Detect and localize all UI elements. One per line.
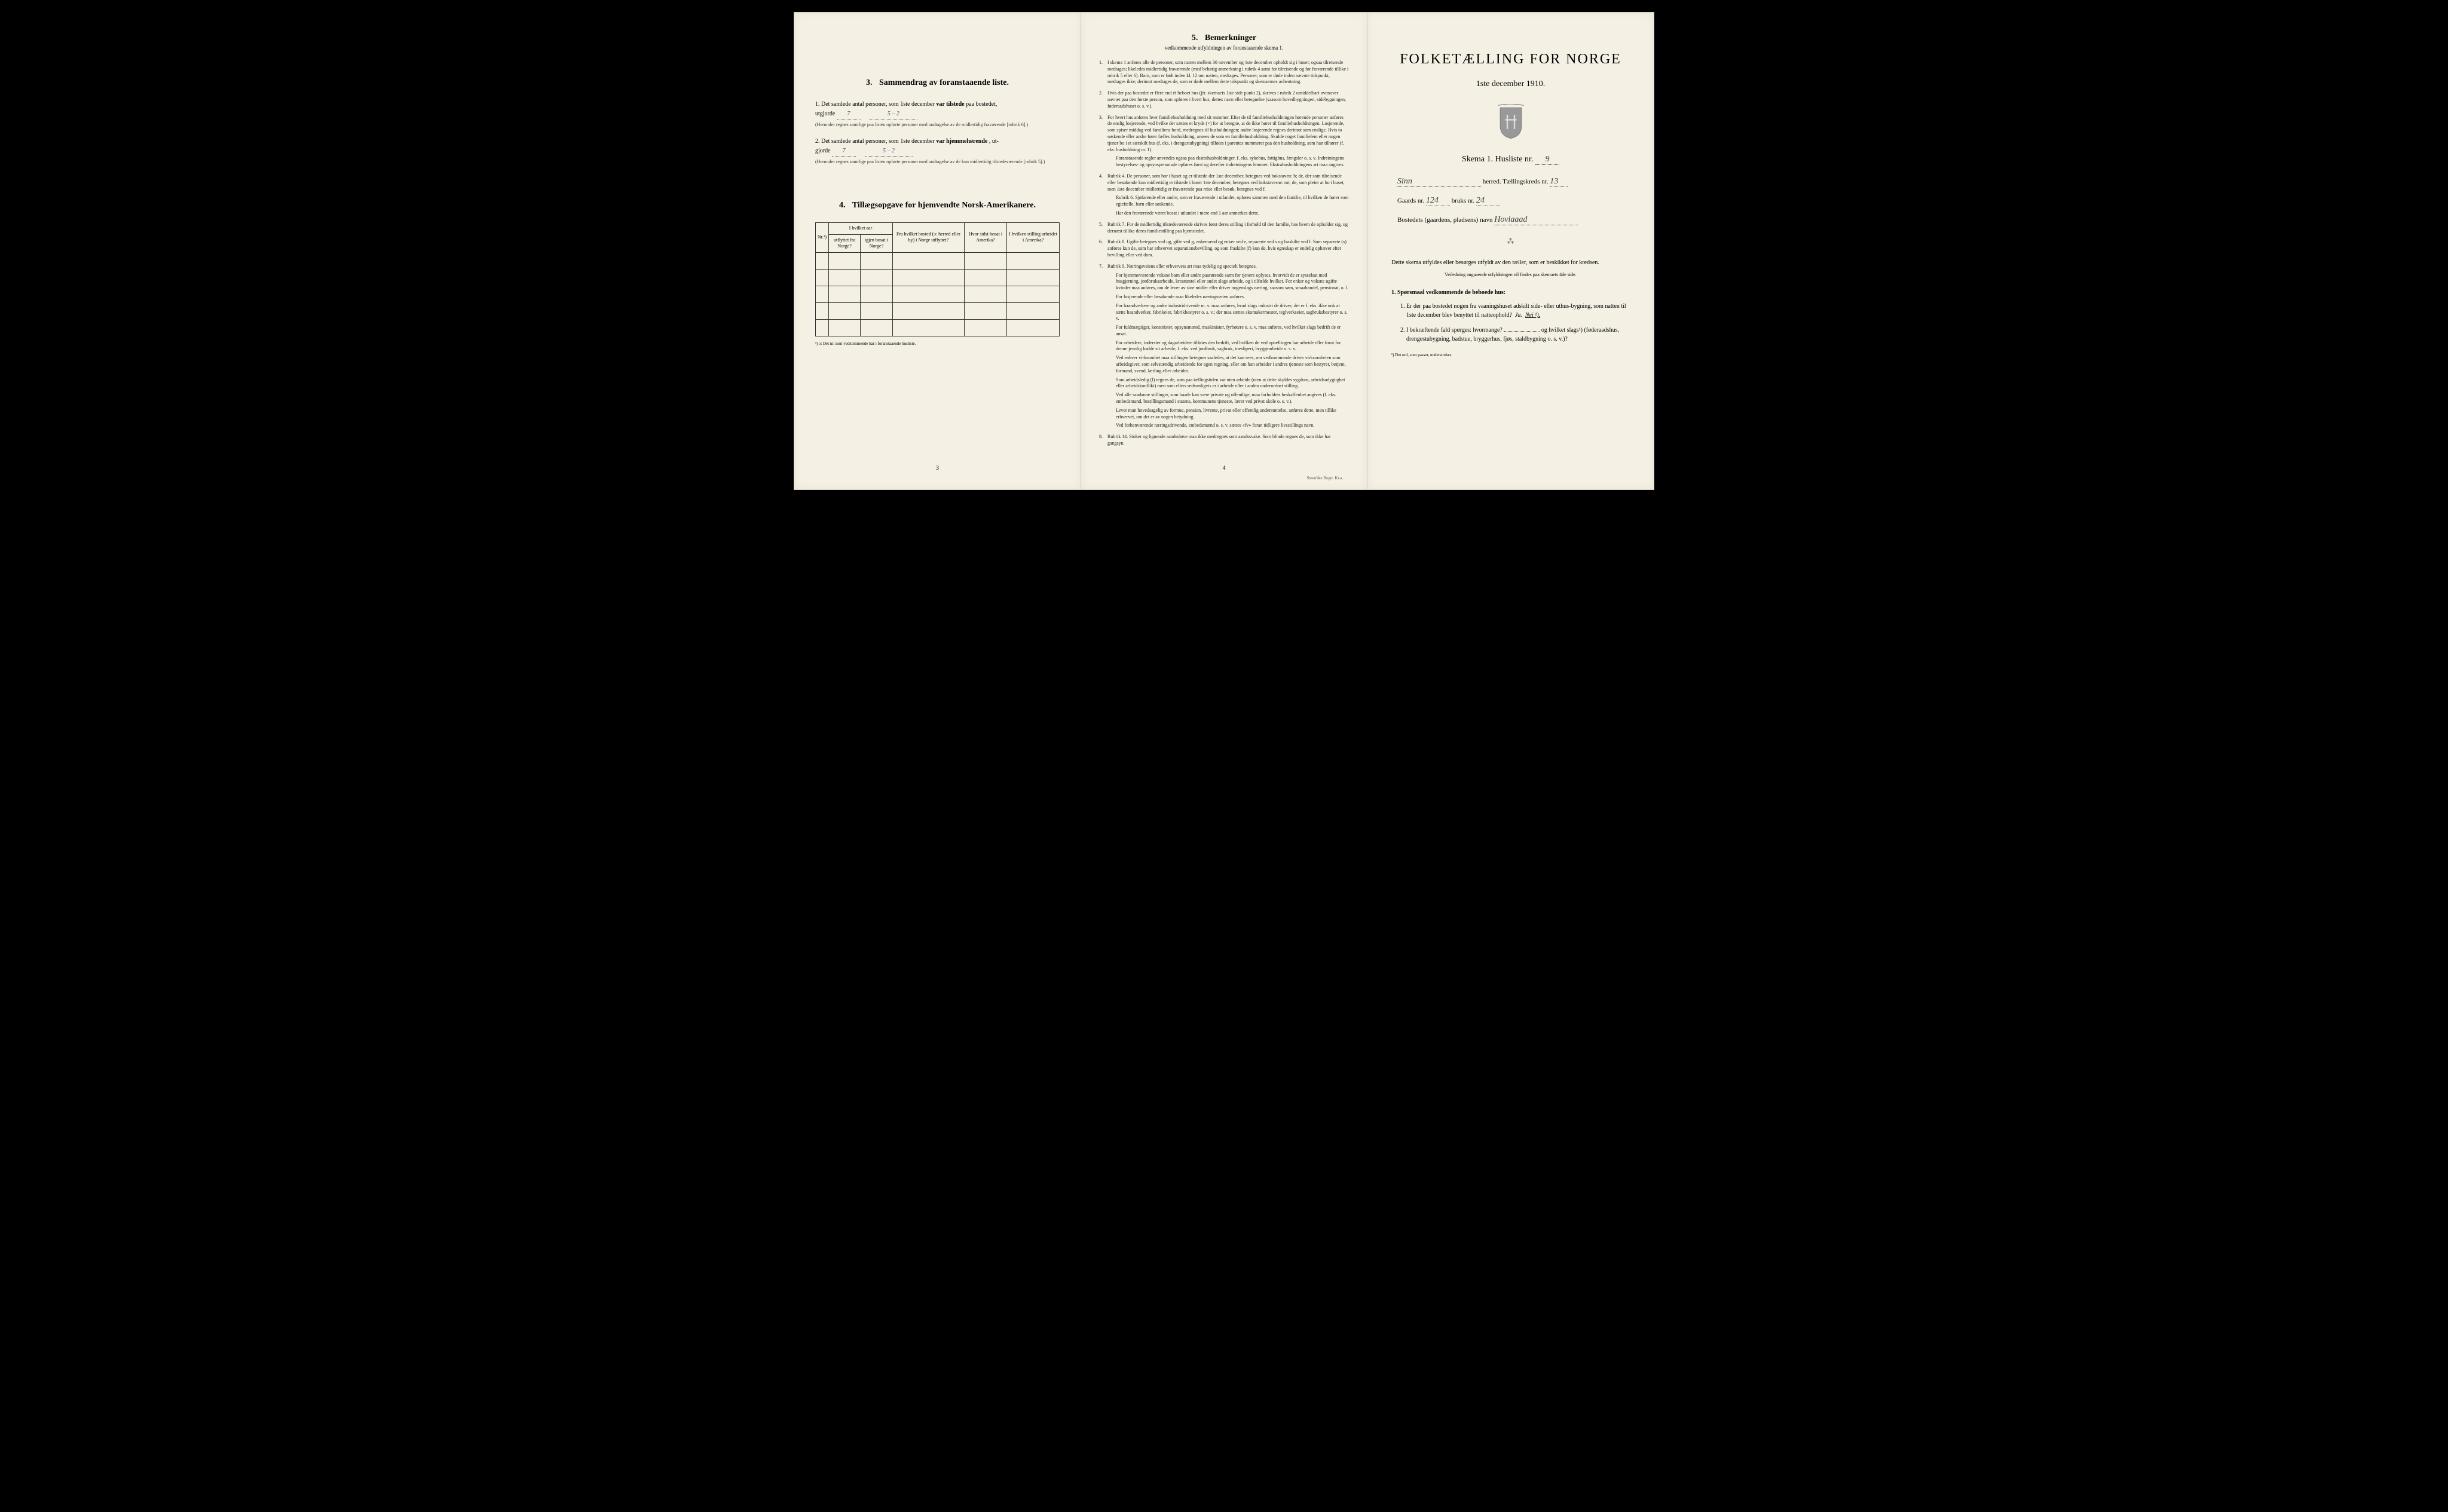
page-number-4: 4 (1223, 465, 1226, 472)
remark-8: 8. Rubrik 14. Sinker og lignende aandssl… (1099, 434, 1349, 447)
col-igjen: igjen bosat i Norge? (861, 234, 893, 252)
bruks-nr: 24 (1476, 196, 1500, 206)
table-row (816, 269, 1060, 286)
col-utflyttet: utflyttet fra Norge? (829, 234, 861, 252)
page-left: 3. Sammendrag av foranstaaende liste. 1.… (794, 12, 1081, 490)
summary-item-2: 2. Det samlede antal personer, som 1ste … (815, 137, 1060, 165)
remark-5: 5. Rubrik 7. For de midlertidig tilstede… (1099, 222, 1349, 235)
section-3-title: 3. Sammendrag av foranstaaende liste. (815, 78, 1060, 88)
divider-icon: ⁂ (1391, 237, 1630, 246)
col-bosted: Fra hvilket bosted (ɔ: herred eller by) … (892, 223, 964, 252)
question-2: I bekræftende fald spørges: hvormange? o… (1406, 326, 1630, 344)
census-date: 1ste december 1910. (1391, 79, 1630, 89)
americans-table: Nr.¹) I hvilket aar Fra hvilket bosted (… (815, 222, 1060, 336)
fill-instruction: Dette skema utfyldes eller besørges utfy… (1391, 258, 1630, 267)
remark-3: 3. For hvert hus anføres hver familiehus… (1099, 115, 1349, 169)
table-row (816, 252, 1060, 269)
hjemme-detail: 5 – 2 (865, 146, 913, 157)
table-row (816, 319, 1060, 336)
herred-row: Sinn herred. Tællingskreds nr. 13 (1391, 177, 1630, 187)
remark-2: 2. Hvis der paa bostedet er flere end ét… (1099, 90, 1349, 109)
page-middle: 5. Bemerkninger vedkommende utfyldningen… (1081, 12, 1367, 490)
gaards-nr: 124 (1426, 196, 1450, 206)
skema-line: Skema 1. Husliste nr. 9 (1391, 155, 1630, 165)
footnote-underline: ¹) Det ord, som passer, understrekes. (1391, 353, 1630, 357)
bosted-name: Hovlaaad (1494, 215, 1578, 225)
remark-1: 1. I skema 1 anføres alle de personer, s… (1099, 60, 1349, 85)
table-footnote: ¹) ɔ: Det nr. som vedkommende har i fora… (815, 341, 1060, 346)
remarks-list: 1. I skema 1 anføres alle de personer, s… (1099, 60, 1349, 447)
printer-credit: Steen'ske Bogtr. Kr.a. (1306, 476, 1343, 480)
bosted-row: Bostedets (gaardens, pladsens) navn Hovl… (1391, 215, 1630, 225)
husliste-nr: 9 (1535, 155, 1559, 165)
kreds-nr: 13 (1550, 177, 1568, 187)
tilstede-count: 7 (837, 109, 861, 120)
guidance-note: Veiledning angaaende utfyldningen vil fi… (1391, 272, 1630, 277)
section-4-title: 4. Tillægsopgave for hjemvendte Norsk-Am… (815, 201, 1060, 210)
remark-4: 4. Rubrik 4. De personer, som bor i huse… (1099, 173, 1349, 217)
col-aar-group: I hvilket aar (829, 223, 893, 234)
table-row (816, 302, 1060, 319)
remark-7: 7. Rubrik 9. Næringsveiens eller erhverv… (1099, 264, 1349, 430)
answer-nei: Nei ¹). (1525, 312, 1540, 319)
page-right: FOLKETÆLLING FOR NORGE 1ste december 191… (1367, 12, 1654, 490)
hjemme-count: 7 (832, 146, 856, 157)
page-number-3: 3 (936, 465, 939, 472)
table-row (816, 286, 1060, 302)
tilstede-detail: 5 – 2 (870, 109, 917, 120)
section-5-title: 5. Bemerkninger (1099, 33, 1349, 43)
herred-name: Sinn (1397, 177, 1481, 187)
coat-of-arms-icon (1496, 104, 1526, 140)
section-5-subtitle: vedkommende utfyldningen av foranstaaend… (1099, 45, 1349, 51)
remark-6: 6. Rubrik 8. Ugifte betegnes ved ug, gif… (1099, 239, 1349, 258)
questions-block: 1. Spørsmaal vedkommende de beboede hus:… (1391, 289, 1630, 344)
summary-item-1: 1. Det samlede antal personer, som 1ste … (815, 100, 1060, 128)
col-stilling: I hvilken stilling arbeidet i Amerika? (1007, 223, 1060, 252)
questions-title: 1. Spørsmaal vedkommende de beboede hus: (1391, 289, 1630, 296)
gaards-row: Gaards nr. 124 bruks nr. 24 (1391, 196, 1630, 206)
col-sidst: Hvor sidst bosat i Amerika? (964, 223, 1006, 252)
document-container: 3. Sammendrag av foranstaaende liste. 1.… (794, 12, 1654, 490)
main-title: FOLKETÆLLING FOR NORGE (1391, 51, 1630, 68)
question-1: Er der paa bostedet nogen fra vaaningshu… (1406, 302, 1630, 320)
col-nr: Nr.¹) (816, 223, 829, 252)
